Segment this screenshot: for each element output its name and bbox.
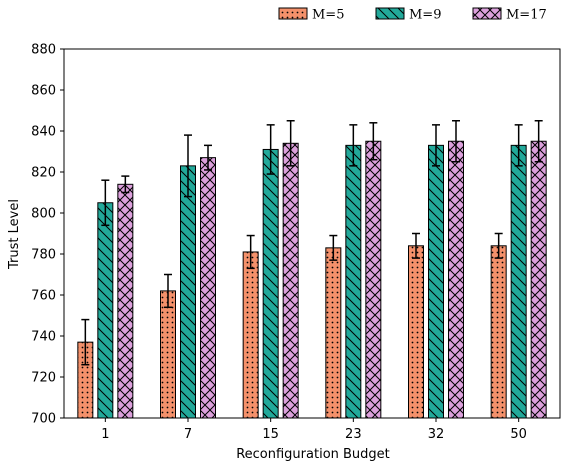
bar-m9-50 xyxy=(510,144,527,419)
bar-m9-7 xyxy=(180,165,196,419)
bar-m17-15 xyxy=(282,142,299,419)
y-tick-label: 720 xyxy=(31,371,56,386)
y-tick-label: 880 xyxy=(31,43,56,58)
legend-label-m5: M=5 xyxy=(312,8,344,23)
y-tick-label: 800 xyxy=(31,207,56,222)
x-tick-label: 1 xyxy=(101,427,109,442)
bar-m9-15 xyxy=(262,148,279,419)
x-tick-label: 32 xyxy=(428,427,445,442)
x-axis-label: Reconfiguration Budget xyxy=(236,447,390,462)
legend-item-m17: M=17 xyxy=(472,7,547,23)
y-axis-label: Trust Level xyxy=(7,199,22,270)
errorbar-m17-15 xyxy=(286,120,295,167)
y-tick-label: 840 xyxy=(31,125,56,140)
x-tick-label: 15 xyxy=(262,427,279,442)
errorbar-m9-50 xyxy=(514,124,523,167)
bar-m5-1 xyxy=(77,341,94,419)
errorbar-m17-7 xyxy=(204,144,212,171)
errorbar-m9-1 xyxy=(101,179,110,227)
bar-m5-23 xyxy=(325,247,342,419)
x-tick-label: 7 xyxy=(184,427,192,442)
bar-m17-1 xyxy=(117,183,134,419)
errorbar-m9-7 xyxy=(184,134,192,198)
x-tick-label: 50 xyxy=(510,427,527,442)
errorbar-m17-1 xyxy=(121,175,130,194)
errorbars-layer xyxy=(81,120,543,366)
bar-m9-23 xyxy=(345,144,362,419)
bar-m17-7 xyxy=(200,157,216,419)
y-tick-label: 780 xyxy=(31,248,56,263)
errorbar-m5-23 xyxy=(329,234,338,261)
errorbar-m5-32 xyxy=(412,232,420,259)
bar-m9-1 xyxy=(97,202,114,419)
axes-layer: 700 720 740 760 780 800 820 840 860 880 1 7 15 23 32 50 xyxy=(31,43,561,442)
y-tick-label: 740 xyxy=(31,330,56,345)
legend-label-m17: M=17 xyxy=(506,8,547,23)
bars-layer xyxy=(77,140,547,419)
errorbar-m9-23 xyxy=(349,124,358,167)
plot-frame xyxy=(63,48,561,419)
bar-m5-15 xyxy=(242,251,259,419)
legend: M=5 M=9 M=17 xyxy=(278,7,547,23)
y-tick-label: 820 xyxy=(31,166,56,181)
errorbar-m17-23 xyxy=(369,122,378,161)
bar-m17-32 xyxy=(448,140,464,419)
bar-m5-50 xyxy=(490,245,507,419)
y-tick-label: 860 xyxy=(31,84,56,99)
errorbar-m9-15 xyxy=(266,124,275,175)
bar-m17-50 xyxy=(530,140,547,419)
errorbar-m17-32 xyxy=(452,120,460,163)
legend-item-m9: M=9 xyxy=(375,7,441,23)
errorbar-m5-1 xyxy=(81,318,90,366)
errorbar-m17-50 xyxy=(534,120,543,163)
bar-m9-32 xyxy=(428,144,444,419)
legend-item-m5: M=5 xyxy=(278,7,344,23)
errorbar-m9-32 xyxy=(432,124,440,167)
errorbar-m5-50 xyxy=(494,232,503,259)
bar-m17-23 xyxy=(365,140,382,419)
y-tick-label: 700 xyxy=(31,412,56,427)
bar-m5-7 xyxy=(160,290,176,419)
legend-label-m9: M=9 xyxy=(409,8,441,23)
bar-m5-32 xyxy=(408,245,424,419)
y-tick-label: 760 xyxy=(31,289,56,304)
errorbar-m5-15 xyxy=(246,234,255,270)
errorbar-m5-7 xyxy=(164,273,172,309)
x-tick-label: 23 xyxy=(345,427,362,442)
